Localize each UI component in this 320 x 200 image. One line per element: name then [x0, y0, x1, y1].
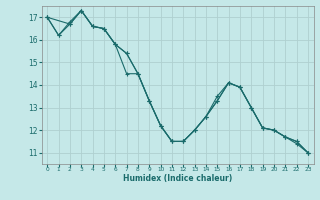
X-axis label: Humidex (Indice chaleur): Humidex (Indice chaleur) — [123, 174, 232, 183]
